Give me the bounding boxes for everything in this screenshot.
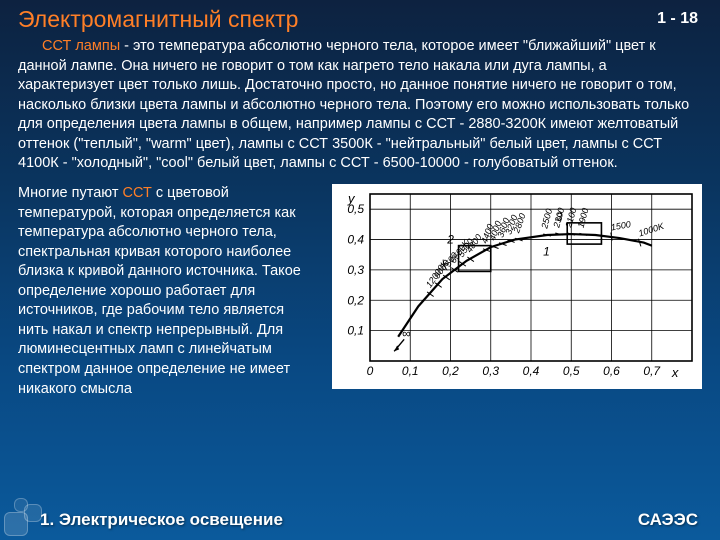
- svg-text:0,4: 0,4: [523, 364, 540, 378]
- svg-text:2: 2: [446, 233, 454, 247]
- svg-text:3: 3: [556, 210, 563, 224]
- paragraph-2: Многие путают ССТ с цветовой температуро…: [18, 184, 318, 399]
- svg-text:0,7: 0,7: [643, 364, 661, 378]
- svg-text:1: 1: [543, 244, 550, 258]
- svg-text:∞: ∞: [402, 326, 411, 340]
- svg-text:x: x: [671, 365, 679, 380]
- chromaticity-chart: 00,10,20,30,40,50,60,7x0,10,20,30,40,5y1…: [332, 184, 702, 389]
- paragraph-2-a: Многие путают: [18, 185, 123, 201]
- paragraph-2-b: с цветовой температурой, которая определ…: [18, 185, 301, 397]
- paragraph-1-body: - это температура абсолютно черного тела…: [18, 38, 689, 171]
- svg-text:0,1: 0,1: [347, 324, 364, 338]
- footer-section-title: 1. Электрическое освещение: [40, 510, 283, 530]
- cct-highlight-1: ССТ лампы: [42, 38, 120, 54]
- svg-text:0: 0: [367, 364, 374, 378]
- svg-text:0,3: 0,3: [347, 263, 364, 277]
- svg-text:0,1: 0,1: [402, 364, 419, 378]
- svg-text:0,6: 0,6: [603, 364, 620, 378]
- slide-title: Электромагнитный спектр: [18, 6, 702, 33]
- svg-text:0,5: 0,5: [563, 364, 580, 378]
- svg-text:0,2: 0,2: [442, 364, 459, 378]
- paragraph-1: ССТ лампы - это температура абсолютно че…: [18, 37, 702, 174]
- footer-org: САЭЭС: [638, 510, 698, 530]
- svg-text:0,3: 0,3: [482, 364, 499, 378]
- page-number: 1 - 18: [657, 10, 698, 28]
- chart-svg: 00,10,20,30,40,50,60,7x0,10,20,30,40,5y1…: [332, 184, 702, 389]
- svg-text:0,2: 0,2: [347, 293, 364, 307]
- cct-highlight-2: ССТ: [123, 185, 152, 201]
- svg-text:0,4: 0,4: [347, 232, 364, 246]
